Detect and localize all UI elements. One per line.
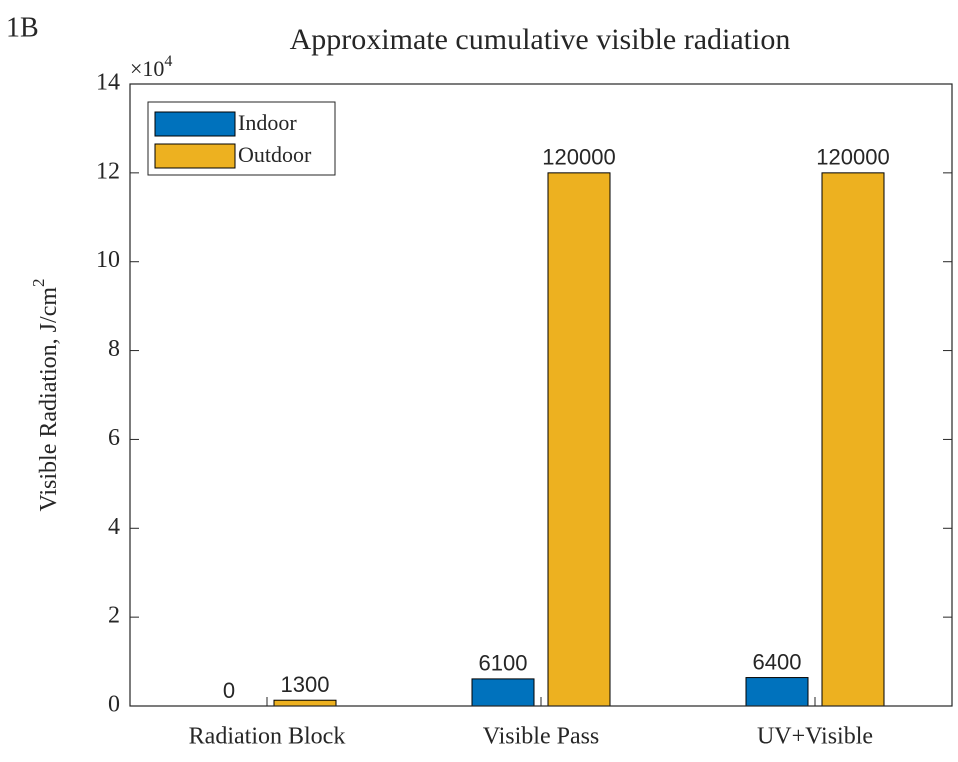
y-tick-label: 4 (108, 514, 120, 540)
y-tick-label: 8 (108, 336, 120, 362)
x-tick-label: Radiation Block (189, 724, 346, 750)
plot-frame (129, 83, 953, 707)
y-exponent-base: ×10 (130, 56, 164, 81)
legend-swatch (154, 111, 236, 137)
y-exponent-power: 4 (164, 53, 172, 70)
y-axis-label-text: Visible Radiation, J/cm (36, 287, 62, 512)
bar (471, 678, 535, 707)
legend-swatch (154, 143, 236, 169)
y-exponent: ×104 (130, 53, 172, 81)
y-tick-label: 10 (96, 247, 120, 273)
y-axis-label: Visible Radiation, J/cm2 (29, 278, 62, 511)
legend-label: Indoor (238, 110, 297, 135)
value-label: 120000 (542, 145, 615, 170)
y-tick-label: 2 (108, 603, 120, 629)
panel-label: 1B (6, 12, 39, 43)
value-label: 120000 (816, 145, 889, 170)
x-tick-label: Visible Pass (483, 724, 600, 750)
chart-title: Approximate cumulative visible radiation (290, 23, 791, 56)
value-label: 1300 (281, 672, 330, 697)
y-tick-label: 6 (108, 425, 120, 451)
y-axis-label-superscript: 2 (29, 278, 48, 287)
y-tick-label: 12 (96, 158, 120, 184)
legend-label: Outdoor (238, 142, 312, 167)
bar (745, 677, 809, 707)
value-label: 6100 (479, 651, 528, 676)
bar (821, 172, 885, 707)
value-label: 0 (223, 678, 235, 703)
value-label: 6400 (753, 649, 802, 674)
y-tick-label: 0 (108, 692, 120, 718)
bar (547, 172, 611, 707)
x-tick-label: UV+Visible (757, 724, 873, 750)
bar (273, 699, 337, 707)
y-tick-label: 14 (96, 70, 120, 96)
